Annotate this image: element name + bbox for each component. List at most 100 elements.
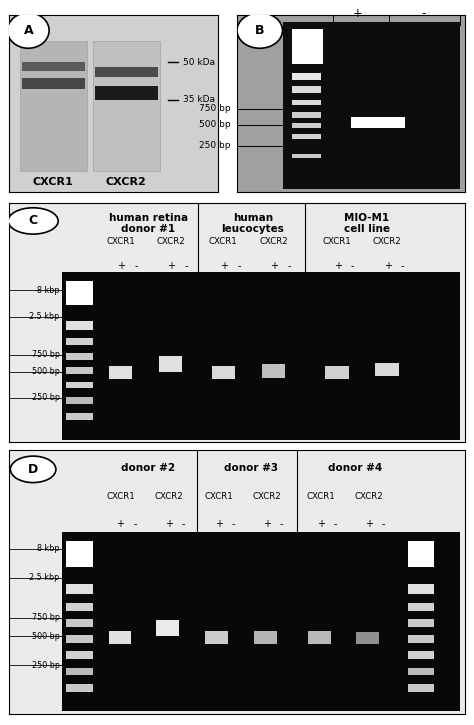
FancyBboxPatch shape: [325, 365, 349, 379]
Text: +: +: [317, 519, 325, 529]
Text: 35 kDa: 35 kDa: [182, 95, 215, 104]
FancyBboxPatch shape: [66, 353, 93, 360]
Text: 500 bp: 500 bp: [32, 631, 60, 641]
FancyBboxPatch shape: [66, 338, 93, 345]
Text: CXCR1: CXCR1: [107, 237, 136, 246]
FancyBboxPatch shape: [66, 320, 93, 330]
FancyBboxPatch shape: [408, 635, 434, 642]
Text: 750 bp: 750 bp: [32, 350, 60, 360]
FancyBboxPatch shape: [292, 123, 321, 128]
Text: -: -: [232, 519, 235, 529]
FancyBboxPatch shape: [408, 603, 434, 611]
FancyBboxPatch shape: [66, 603, 93, 611]
FancyBboxPatch shape: [283, 22, 460, 188]
Text: 2.5 kbp: 2.5 kbp: [29, 312, 60, 321]
Circle shape: [10, 456, 56, 483]
Text: -: -: [134, 261, 138, 271]
FancyBboxPatch shape: [95, 67, 157, 77]
FancyBboxPatch shape: [375, 363, 399, 376]
Text: -: -: [280, 519, 283, 529]
Text: CXCR1: CXCR1: [209, 237, 238, 246]
Text: D: D: [28, 463, 38, 476]
Text: CXCR1: CXCR1: [107, 492, 136, 501]
Text: -: -: [401, 261, 404, 271]
Text: 250 bp: 250 bp: [32, 660, 60, 670]
Text: +: +: [263, 519, 271, 529]
Text: CXCR2: CXCR2: [373, 237, 401, 246]
FancyBboxPatch shape: [66, 541, 93, 567]
FancyBboxPatch shape: [66, 684, 93, 692]
Circle shape: [237, 13, 283, 49]
FancyBboxPatch shape: [62, 273, 460, 440]
FancyBboxPatch shape: [292, 154, 321, 158]
Text: +: +: [353, 7, 363, 20]
FancyBboxPatch shape: [62, 531, 460, 711]
FancyBboxPatch shape: [351, 117, 405, 128]
FancyBboxPatch shape: [22, 62, 84, 71]
FancyBboxPatch shape: [254, 631, 277, 644]
Circle shape: [8, 13, 49, 49]
FancyBboxPatch shape: [211, 365, 235, 379]
Text: human retina
donor #1: human retina donor #1: [109, 212, 188, 234]
FancyBboxPatch shape: [66, 584, 93, 594]
FancyBboxPatch shape: [408, 584, 434, 594]
FancyBboxPatch shape: [292, 112, 321, 117]
Text: +: +: [118, 261, 126, 271]
Text: donor #2: donor #2: [121, 463, 175, 473]
Text: MIO-M1
cell line: MIO-M1 cell line: [344, 212, 390, 234]
FancyBboxPatch shape: [408, 619, 434, 627]
Text: +: +: [384, 261, 392, 271]
Text: 8 kbp: 8 kbp: [37, 286, 60, 295]
Text: CXCR1: CXCR1: [307, 492, 336, 501]
FancyBboxPatch shape: [66, 635, 93, 642]
FancyBboxPatch shape: [66, 651, 93, 658]
FancyBboxPatch shape: [205, 631, 228, 644]
FancyBboxPatch shape: [109, 631, 131, 644]
Text: +: +: [215, 519, 223, 529]
FancyBboxPatch shape: [66, 413, 93, 420]
Text: 8 kbp: 8 kbp: [37, 544, 60, 553]
Text: +: +: [165, 519, 173, 529]
Text: +: +: [117, 519, 125, 529]
Text: +: +: [167, 261, 175, 271]
Circle shape: [8, 208, 58, 234]
Text: -: -: [382, 519, 385, 529]
FancyBboxPatch shape: [408, 541, 434, 567]
Text: CXCR1: CXCR1: [323, 237, 352, 246]
FancyBboxPatch shape: [408, 651, 434, 658]
Text: CXCR2: CXCR2: [106, 177, 146, 187]
Text: CXCR1: CXCR1: [204, 492, 233, 501]
FancyBboxPatch shape: [156, 620, 179, 636]
Text: -: -: [421, 7, 426, 20]
Text: A: A: [23, 24, 33, 37]
Text: CXCR2: CXCR2: [156, 237, 185, 246]
FancyBboxPatch shape: [356, 632, 379, 644]
FancyBboxPatch shape: [22, 78, 84, 89]
Text: CXCR2: CXCR2: [355, 492, 383, 501]
Text: +: +: [270, 261, 278, 271]
Text: CXCR2: CXCR2: [252, 492, 281, 501]
Text: donor #3: donor #3: [224, 463, 278, 473]
Text: 750 bp: 750 bp: [32, 613, 60, 622]
Text: CXCR1: CXCR1: [33, 177, 73, 187]
Text: donor #4: donor #4: [328, 463, 383, 473]
FancyBboxPatch shape: [408, 684, 434, 692]
Text: B: B: [255, 24, 264, 37]
Text: 2.5 kbp: 2.5 kbp: [29, 573, 60, 582]
Text: -: -: [184, 261, 188, 271]
FancyBboxPatch shape: [292, 73, 321, 80]
FancyBboxPatch shape: [292, 86, 321, 93]
Text: human
leucocytes: human leucocytes: [221, 212, 284, 234]
FancyBboxPatch shape: [93, 41, 160, 171]
Text: CXCL8: CXCL8: [354, 0, 393, 2]
FancyBboxPatch shape: [408, 668, 434, 675]
FancyBboxPatch shape: [292, 134, 321, 139]
Text: C: C: [28, 215, 38, 228]
Text: CXCR2: CXCR2: [155, 492, 183, 501]
Text: -: -: [182, 519, 185, 529]
FancyBboxPatch shape: [66, 668, 93, 675]
FancyBboxPatch shape: [20, 41, 87, 171]
Text: +: +: [220, 261, 228, 271]
Text: 750 bp: 750 bp: [199, 104, 230, 113]
Text: 250 bp: 250 bp: [199, 141, 230, 151]
